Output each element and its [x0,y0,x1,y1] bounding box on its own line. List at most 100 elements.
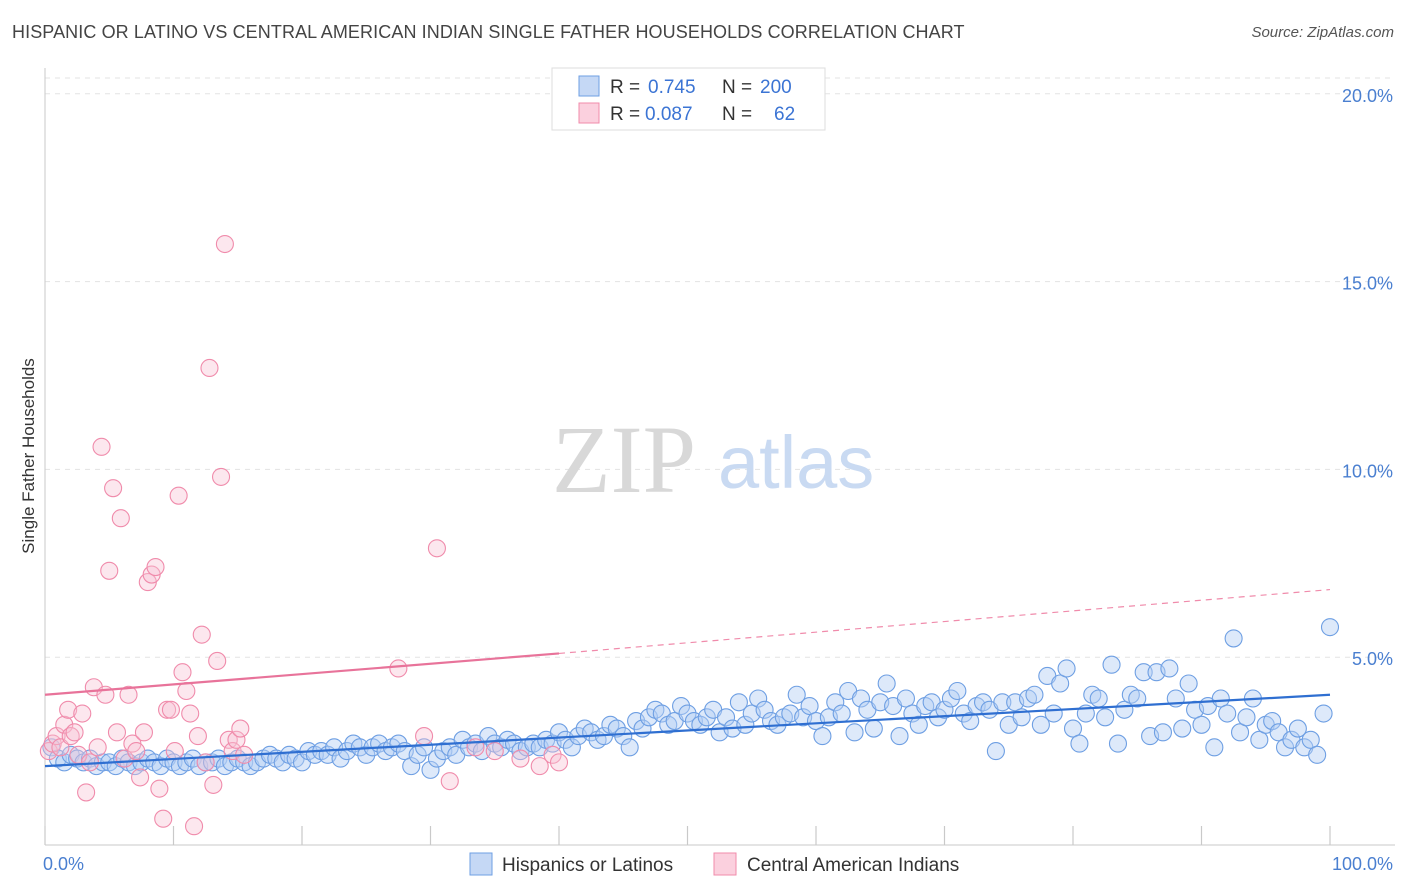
hispanic-point-133 [896,689,916,708]
hispanic-trend-line [44,693,1331,768]
hispanic-point-177 [1179,674,1198,693]
hispanic-point-176 [1173,719,1192,738]
hispanic-point-123 [832,704,851,723]
hispanic-point-194 [1288,719,1307,738]
hispanic-point-183 [1218,704,1237,723]
hispanic-point-108 [736,715,755,734]
hispanic-point-56 [402,757,421,776]
hispanic-point-125 [845,723,864,742]
hispanic-point-165 [1102,655,1121,674]
hispanic-point-102 [697,708,716,727]
central-american-point-59 [530,757,549,776]
hispanic-point-190 [1263,711,1282,731]
axes [44,68,1395,846]
legend-r-label-2: R = [610,104,640,125]
hispanic-point-145 [973,693,993,712]
hispanic-point-198 [1314,704,1333,723]
central-american-point-32 [161,700,180,719]
y-tick-label-1: 10.0% [1342,461,1393,481]
hispanic-point-89 [614,727,633,746]
hispanic-point-184 [1224,629,1243,648]
central-american-point-24 [131,768,150,787]
hispanic-point-197 [1308,745,1327,764]
hispanic-point-111 [755,700,774,719]
hispanic-point-158 [1057,659,1076,678]
central-american-point-44 [208,651,227,671]
bottom-legend-swatch-blue [469,852,493,876]
grid-lines [45,77,1395,658]
central-american-point-4 [55,715,74,734]
central-american-point-13 [88,738,107,757]
legend-n-label-2: N = [722,104,752,125]
central-american-point-19 [111,509,130,528]
hispanic-point-88 [607,719,626,738]
watermark-atlas: atlas [718,421,874,504]
hispanic-point-135 [909,715,928,734]
hispanic-point-182 [1211,689,1230,708]
legend-r-value-1: 0.745 [648,77,696,98]
central-american-point-53 [415,727,434,746]
hispanic-point-148 [993,693,1012,712]
central-american-point-61 [549,753,569,772]
hispanic-point-118 [800,696,819,716]
hispanic-point-90 [620,738,639,757]
watermark: ZIP atlas [552,406,874,513]
central-american-point-33 [165,742,184,761]
central-american-point-10 [77,783,96,802]
central-american-point-5 [59,700,78,719]
x-tick-labels: 0.0% 100.0% [43,854,1393,874]
central-american-point-40 [192,625,211,644]
central-american-point-34 [169,486,188,505]
hispanic-point-110 [749,689,768,708]
hispanic-point-156 [1044,704,1063,723]
central-american-point-7 [65,723,84,742]
hispanic-point-107 [729,693,748,712]
trend-lines [44,588,1331,768]
central-american-point-25 [134,723,153,742]
hispanic-point-185 [1231,723,1250,742]
series-central-american-points [39,234,569,836]
y-tick-label-2: 15.0% [1342,274,1393,294]
central-american-point-43 [204,775,223,794]
bottom-legend-swatch-pink [713,852,737,876]
hispanic-point-163 [1089,689,1108,708]
hispanic-point-170 [1134,663,1153,682]
legend-n-value-2: 62 [774,104,795,125]
hispanic-point-173 [1153,723,1172,742]
central-american-point-17 [104,479,123,498]
central-american-point-3 [51,738,70,757]
central-american-point-57 [485,742,504,761]
hispanic-point-164 [1096,708,1115,727]
central-american-point-30 [154,809,173,828]
hispanic-point-143 [961,711,980,731]
central-american-point-46 [215,234,234,254]
central-american-point-37 [181,704,200,723]
hispanic-point-105 [716,708,736,727]
legend-swatch-blue [578,75,600,97]
bottom-legend-label-1: Hispanics or Latinos [502,855,673,876]
legend-bottom: Hispanics or Latinos Central American In… [469,852,959,876]
hispanic-point-81 [562,738,581,757]
hispanic-point-179 [1192,715,1211,734]
central-american-point-60 [543,745,562,764]
x-tick-label-1: 100.0% [1332,854,1393,874]
legend-r-label-1: R = [610,77,640,98]
chart-title: HISPANIC OR LATINO VS CENTRAL AMERICAN I… [12,22,965,42]
hispanic-point-199 [1320,618,1340,637]
central-american-point-50 [231,719,250,738]
hispanic-point-54 [389,734,408,753]
central-american-point-31 [158,700,177,719]
central-american-point-36 [177,681,196,701]
y-tick-label-0: 5.0% [1352,649,1393,669]
hispanic-point-59 [421,760,440,779]
central-american-point-38 [185,817,204,836]
hispanic-point-160 [1070,734,1089,753]
legend-swatch-pink [578,102,600,124]
central-american-point-47 [219,730,238,749]
hispanic-point-60 [427,749,446,768]
hispanic-point-196 [1301,730,1320,749]
hispanic-point-140 [941,689,960,708]
central-american-point-21 [119,685,138,704]
source-label: Source: ZipAtlas.com [1251,24,1394,41]
y-tick-label-3: 20.0% [1342,86,1393,106]
